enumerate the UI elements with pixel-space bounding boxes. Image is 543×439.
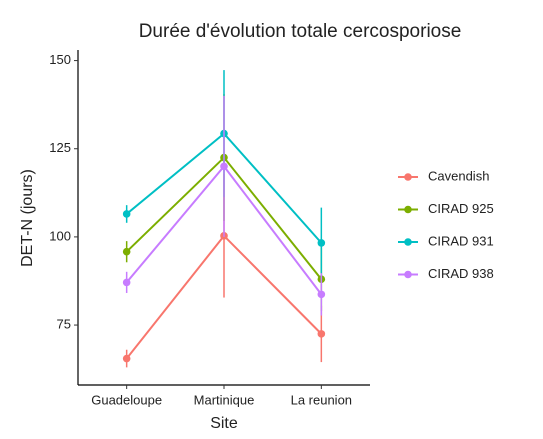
y-tick-label: 150 <box>49 52 71 67</box>
chart-title: Durée d'évolution totale cercosporiose <box>139 21 462 42</box>
x-tick-label: La reunion <box>291 392 352 407</box>
point <box>220 162 228 171</box>
legend-key-point <box>404 173 412 181</box>
legend-key-point <box>404 205 412 214</box>
legend-key-point <box>404 238 412 246</box>
point <box>317 330 326 338</box>
legend-label: CIRAD 925 <box>428 201 494 216</box>
x-tick-label: Martinique <box>194 392 255 407</box>
y-tick-label: 75 <box>57 316 71 331</box>
point <box>317 290 326 299</box>
point <box>122 210 131 218</box>
legend-label: CIRAD 938 <box>428 266 494 281</box>
x-tick-label: Guadeloupe <box>91 392 162 407</box>
point <box>122 354 131 363</box>
legend-label: Cavendish <box>428 168 489 183</box>
y-tick-label: 125 <box>49 140 71 155</box>
point <box>317 239 326 247</box>
point <box>122 278 131 287</box>
y-axis-label: DET-N (jours) <box>19 169 36 267</box>
x-axis-label: Site <box>210 415 238 432</box>
legend-label: CIRAD 931 <box>428 233 494 248</box>
legend-key-point <box>404 270 412 279</box>
point <box>122 247 131 256</box>
y-tick-label: 100 <box>49 228 71 243</box>
